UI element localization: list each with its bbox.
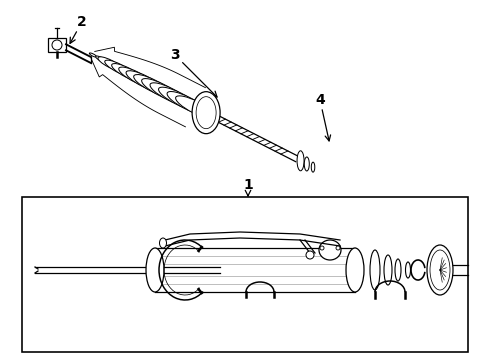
Bar <box>22 197 468 352</box>
Ellipse shape <box>96 56 107 63</box>
Ellipse shape <box>346 248 364 292</box>
Ellipse shape <box>105 60 132 76</box>
Text: 3: 3 <box>170 48 217 97</box>
Ellipse shape <box>297 151 304 171</box>
Ellipse shape <box>112 64 143 81</box>
Text: 4: 4 <box>315 93 331 141</box>
Ellipse shape <box>167 91 207 114</box>
Ellipse shape <box>142 78 181 101</box>
Bar <box>48 38 66 52</box>
Ellipse shape <box>320 246 324 250</box>
Ellipse shape <box>319 240 341 260</box>
Ellipse shape <box>370 250 380 290</box>
Ellipse shape <box>146 248 164 292</box>
Ellipse shape <box>395 259 401 281</box>
Ellipse shape <box>159 87 198 110</box>
Ellipse shape <box>430 250 450 290</box>
Ellipse shape <box>427 245 453 295</box>
Text: 1: 1 <box>243 178 253 196</box>
Ellipse shape <box>89 53 97 57</box>
Ellipse shape <box>150 83 190 105</box>
Ellipse shape <box>98 57 122 71</box>
Text: 2: 2 <box>70 15 87 43</box>
Ellipse shape <box>175 96 215 118</box>
Ellipse shape <box>336 246 340 250</box>
Ellipse shape <box>196 97 216 129</box>
Ellipse shape <box>306 251 314 259</box>
Ellipse shape <box>384 255 392 285</box>
Ellipse shape <box>304 157 309 171</box>
Ellipse shape <box>311 162 315 172</box>
Ellipse shape <box>134 75 172 96</box>
Ellipse shape <box>406 262 411 278</box>
Ellipse shape <box>160 238 167 248</box>
Ellipse shape <box>192 92 220 134</box>
Ellipse shape <box>119 67 152 86</box>
Ellipse shape <box>52 40 62 50</box>
Ellipse shape <box>126 71 162 91</box>
